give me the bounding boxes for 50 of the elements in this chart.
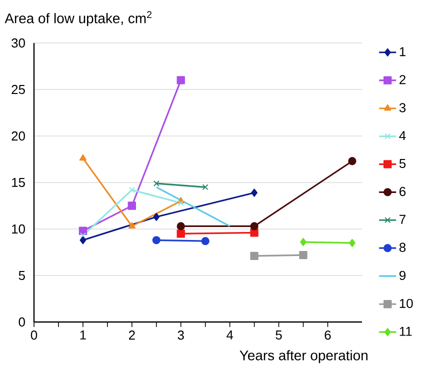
point bbox=[128, 222, 136, 229]
legend-label: 1 bbox=[400, 47, 406, 56]
legend-label: 5 bbox=[399, 159, 406, 168]
y-tick-label: 20 bbox=[12, 131, 25, 141]
point bbox=[349, 238, 356, 248]
point bbox=[80, 236, 86, 244]
point bbox=[202, 184, 208, 190]
point bbox=[128, 186, 135, 193]
point bbox=[201, 237, 210, 246]
legend-label: 9 bbox=[400, 270, 406, 280]
legend-label: 7 bbox=[400, 214, 406, 224]
point bbox=[251, 188, 258, 197]
point bbox=[348, 157, 356, 166]
legend-label: 8 bbox=[399, 242, 406, 252]
legend-label: 6 bbox=[400, 186, 406, 196]
y-tick-label: 25 bbox=[12, 84, 25, 94]
x-tick-label: 0 bbox=[30, 330, 38, 340]
y-tick-label: 10 bbox=[12, 224, 25, 234]
x-axis-title: Years after operation bbox=[240, 350, 368, 364]
chart-title: Area of low uptake, cm$^{2}$ bbox=[4, 11, 152, 26]
x-tick-label: 5 bbox=[276, 330, 282, 340]
point bbox=[79, 154, 87, 161]
x-tick-label: 2 bbox=[128, 330, 135, 340]
y-tick-label: 15 bbox=[12, 178, 25, 188]
point bbox=[250, 228, 258, 237]
legend-label: 10 bbox=[400, 298, 413, 308]
y-tick-label: 30 bbox=[12, 38, 25, 48]
point bbox=[178, 200, 184, 206]
point bbox=[250, 252, 258, 260]
point bbox=[153, 180, 160, 186]
point bbox=[300, 238, 306, 246]
point bbox=[153, 212, 160, 221]
point bbox=[299, 250, 308, 260]
x-tick-label: 3 bbox=[178, 330, 184, 340]
point bbox=[176, 222, 185, 230]
legend-label: 3 bbox=[399, 103, 406, 112]
point bbox=[80, 232, 86, 239]
legend-label: 11 bbox=[400, 326, 412, 336]
x-tick-label: 4 bbox=[226, 330, 234, 340]
point bbox=[128, 202, 136, 210]
point bbox=[176, 230, 185, 238]
point bbox=[250, 222, 258, 230]
y-tick-label: 5 bbox=[18, 270, 25, 280]
legend-label: 2 bbox=[400, 75, 406, 84]
y-tick-label: 0 bbox=[18, 317, 25, 327]
point bbox=[152, 236, 160, 244]
x-tick-label: 6 bbox=[324, 330, 331, 340]
point bbox=[176, 76, 185, 84]
x-tick-label: 1 bbox=[80, 330, 86, 340]
legend-label: 4 bbox=[399, 131, 406, 140]
